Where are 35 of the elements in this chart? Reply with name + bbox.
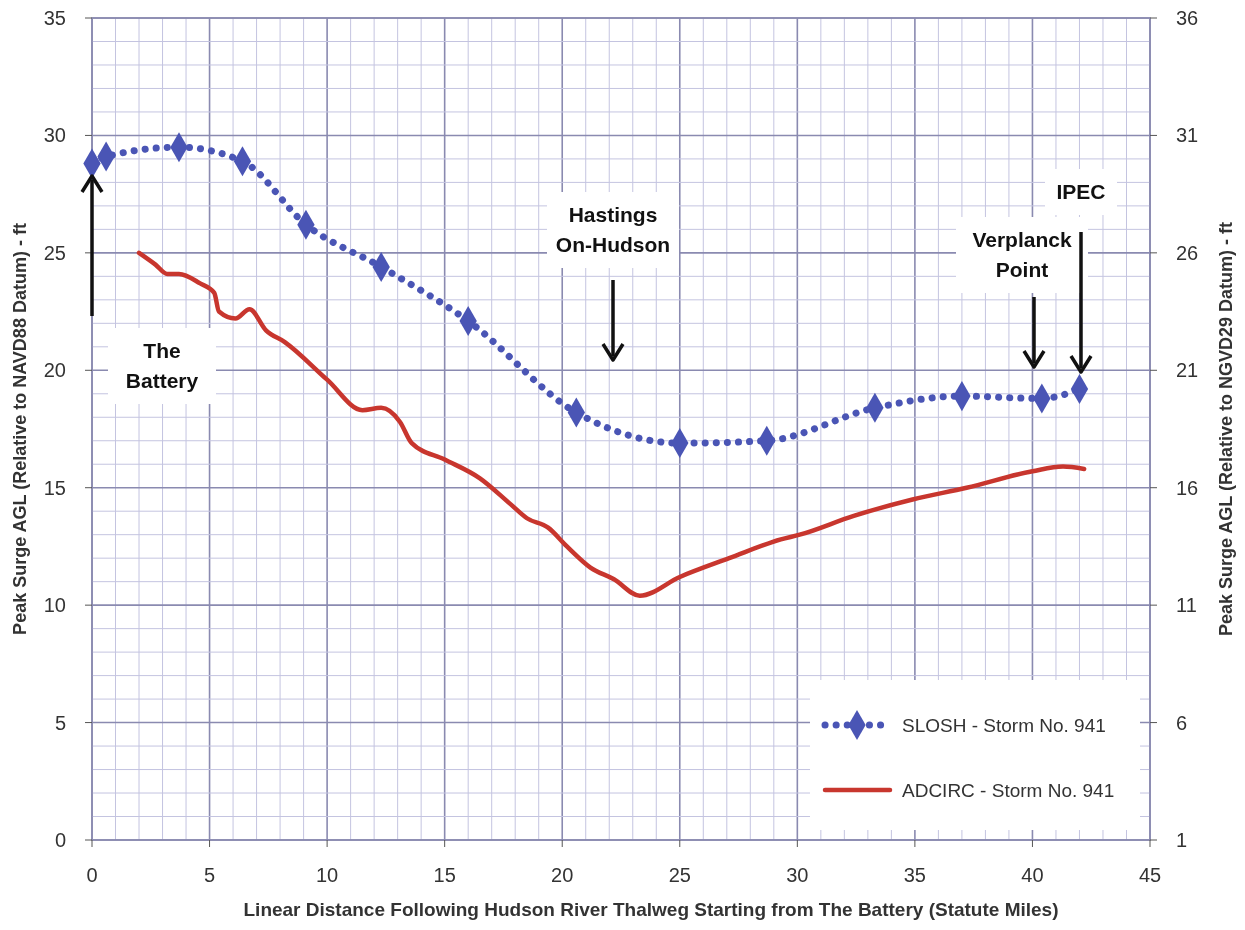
y-tick-label: 30	[43, 124, 66, 147]
x-tick-label: 5	[203, 864, 216, 886]
x-tick-label: 45	[1138, 864, 1162, 886]
y2-tick-label: 26	[1176, 241, 1199, 264]
y2-tick-label: 21	[1176, 359, 1199, 382]
x-tick-label: 35	[903, 864, 927, 886]
y-tick-label: 0	[54, 829, 66, 851]
y2-tick-label: 16	[1176, 476, 1199, 499]
x-tick-label: 0	[86, 864, 98, 886]
annotation: Hastings On-Hudson	[555, 203, 671, 257]
y2-axis-title: Peak Surge AGL (Relative to NGVD29 Datum) - ft	[1216, 221, 1236, 637]
y-tick-label: 15	[43, 476, 66, 499]
y2-tick-label: 1	[1176, 829, 1188, 851]
x-tick-label: 10	[315, 864, 339, 886]
y2-tick-label: 36	[1176, 7, 1199, 29]
y-axis-title: Peak Surge AGL (Relative to NAVD88 Datum) - ft	[10, 223, 30, 635]
legend-label: SLOSH - Storm No. 941	[902, 714, 1106, 736]
y-tick-label: 25	[43, 241, 66, 264]
x-axis-title: Linear Distance Following Hudson River Thalweg Starting from The Battery (Statute Miles)	[243, 899, 1059, 920]
annotation: The Battery	[125, 339, 199, 393]
y2-tick-label: 31	[1176, 124, 1199, 147]
y2-tick-label: 6	[1176, 711, 1188, 734]
y-tick-label: 10	[43, 594, 66, 617]
legend-label: ADCIRC - Storm No. 941	[902, 779, 1115, 801]
y-tick-label: 35	[43, 7, 66, 29]
annotation: IPEC	[1056, 180, 1106, 204]
y-tick-label: 20	[43, 359, 66, 382]
x-tick-label: 40	[1021, 864, 1044, 886]
x-tick-label: 25	[668, 864, 691, 886]
y2-tick-label: 11	[1176, 594, 1197, 617]
x-tick-label: 15	[433, 864, 456, 886]
x-tick-label: 20	[551, 864, 574, 886]
x-tick-label: 30	[786, 864, 809, 886]
annotation: Verplanck Point	[972, 228, 1072, 282]
y-tick-label: 5	[54, 711, 66, 734]
